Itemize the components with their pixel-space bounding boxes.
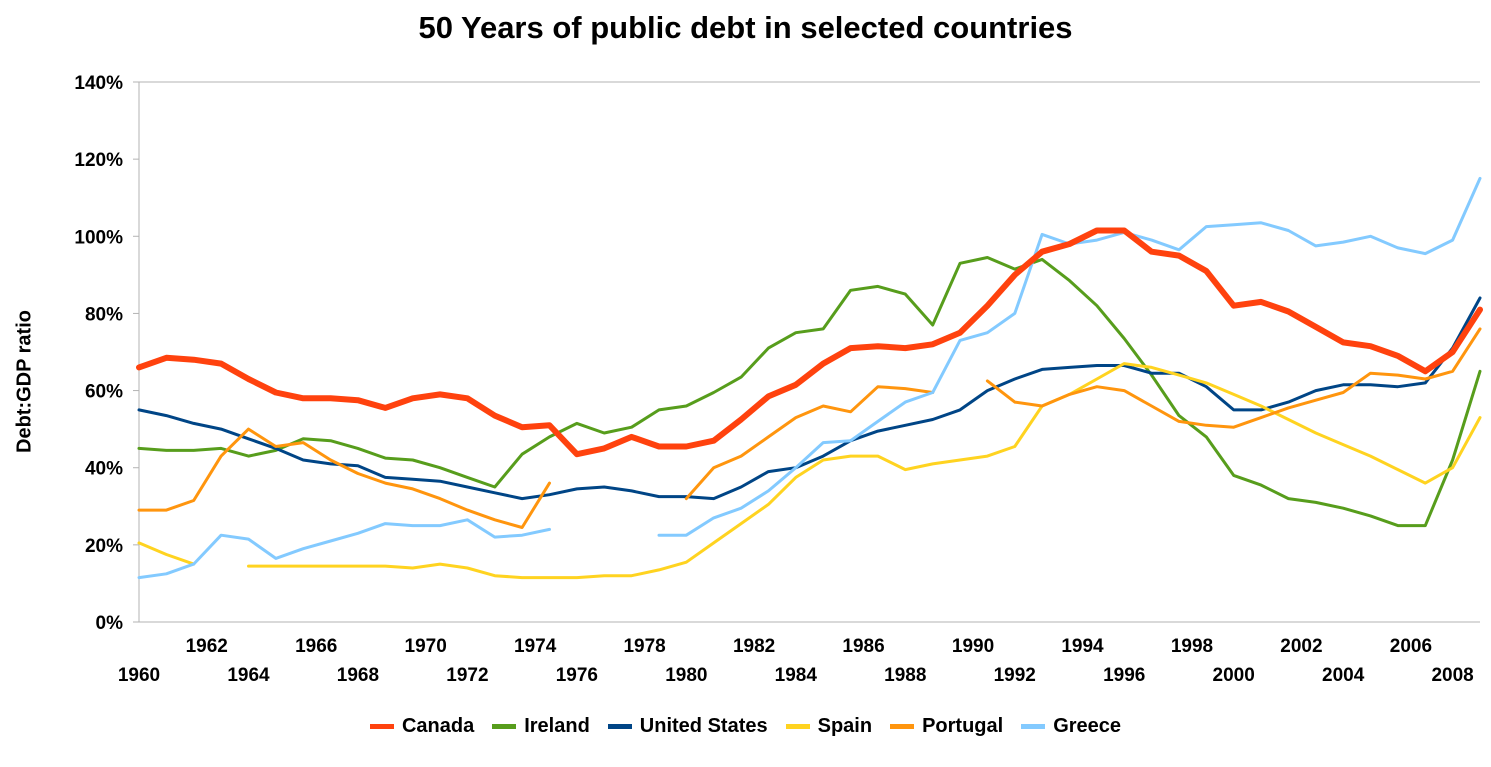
x-tick-label: 1968 xyxy=(337,665,379,686)
x-tick-label: 1992 xyxy=(994,665,1036,686)
series-line-greece xyxy=(137,176,1482,580)
legend-swatch xyxy=(607,724,632,729)
legend-label: Ireland xyxy=(524,715,590,737)
x-tick-label: 1962 xyxy=(186,636,228,657)
x-tick-label: 1988 xyxy=(884,665,926,686)
x-tick-label: 1994 xyxy=(1061,636,1104,657)
x-tick-label: 1960 xyxy=(118,665,160,686)
x-tick-label: 2004 xyxy=(1322,665,1365,686)
legend-label: United States xyxy=(639,715,768,737)
x-tick-label: 1996 xyxy=(1103,665,1145,686)
x-tick-label: 1970 xyxy=(405,636,447,657)
x-tick-label: 1982 xyxy=(733,636,775,657)
y-tick-label: 80% xyxy=(85,304,123,325)
x-tick-label: 1998 xyxy=(1171,636,1213,657)
legend-item-spain: Spain xyxy=(785,715,873,738)
legend-label: Portugal xyxy=(922,715,1004,737)
y-tick-label: 140% xyxy=(74,73,123,94)
x-tick-label: 2006 xyxy=(1390,636,1432,657)
x-tick-label: 1972 xyxy=(446,665,488,686)
legend-item-canada: Canada xyxy=(369,715,475,738)
x-tick-label: 1976 xyxy=(556,665,598,686)
legend-item-ireland: Ireland xyxy=(492,715,590,738)
series-line-spain xyxy=(137,362,1482,580)
series-line-canada xyxy=(136,227,1483,458)
legend-swatch xyxy=(890,724,915,729)
legend-item-united-states: United States xyxy=(607,715,768,738)
legend-label: Spain xyxy=(817,715,873,737)
x-tick-label: 1964 xyxy=(227,665,270,686)
x-tick-label: 2000 xyxy=(1213,665,1255,686)
legend-swatch xyxy=(1021,724,1046,729)
legend-label: Greece xyxy=(1053,715,1122,737)
y-tick-label: 100% xyxy=(74,227,123,248)
legend-item-greece: Greece xyxy=(1021,715,1121,738)
x-tick-label: 1978 xyxy=(623,636,665,657)
x-tick-label: 1974 xyxy=(514,636,557,657)
legend-swatch xyxy=(369,724,394,729)
series-line-ireland xyxy=(137,256,1482,528)
legend-swatch xyxy=(492,724,517,729)
y-tick-label: 60% xyxy=(85,382,123,403)
x-tick-label: 1986 xyxy=(842,636,884,657)
x-tick-label: 2002 xyxy=(1280,636,1322,657)
series-line-united-states xyxy=(137,296,1482,501)
chart-title: 50 Years of public debt in selected coun… xyxy=(418,10,1073,45)
x-tick-label: 1966 xyxy=(295,636,337,657)
legend-swatch xyxy=(785,724,810,729)
x-tick-label: 1984 xyxy=(775,665,818,686)
x-tick-label: 1980 xyxy=(665,665,707,686)
y-tick-label: 0% xyxy=(96,613,124,634)
y-tick-label: 20% xyxy=(85,536,123,557)
x-tick-label: 2008 xyxy=(1431,665,1473,686)
legend: Canada Ireland United States Spain Portugal G… xyxy=(0,715,1491,738)
legend-label: Canada xyxy=(401,715,475,737)
legend-item-portugal: Portugal xyxy=(890,715,1003,738)
series-line-portugal xyxy=(137,327,1482,529)
y-tick-label: 120% xyxy=(74,150,123,171)
x-tick-label: 1990 xyxy=(952,636,994,657)
y-tick-label: 40% xyxy=(85,459,123,480)
